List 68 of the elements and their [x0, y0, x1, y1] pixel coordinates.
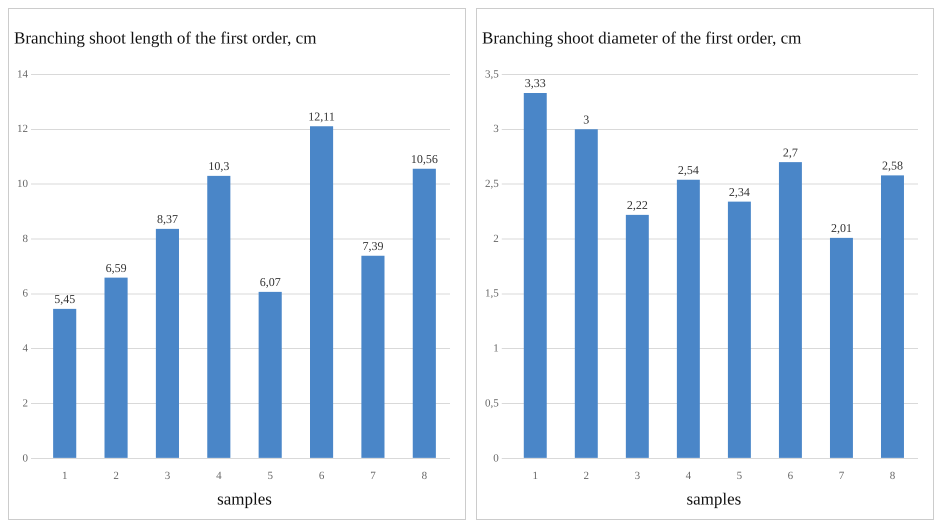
data-label: 10,3: [208, 159, 230, 174]
bar: [207, 176, 230, 458]
data-label: 2,34: [728, 184, 750, 199]
data-label: 2,7: [782, 145, 798, 160]
x-tick-label: 2: [584, 470, 590, 482]
y-tick-label: 0: [493, 452, 500, 464]
x-axis-title: samples: [686, 489, 742, 508]
x-tick-label: 6: [318, 470, 325, 482]
y-tick-label: 3: [493, 123, 500, 136]
y-tick-label: 6: [22, 288, 28, 300]
bar: [881, 175, 904, 458]
y-tick-label: 14: [17, 68, 28, 80]
x-tick-label: 4: [686, 470, 692, 482]
x-tick-label: 3: [634, 470, 641, 482]
y-tick-label: 1,5: [485, 288, 500, 300]
y-tick-label: 4: [22, 342, 28, 355]
x-tick-label: 8: [890, 470, 896, 482]
x-axis-title: samples: [217, 489, 272, 508]
bar: [104, 278, 128, 458]
x-tick-label: 7: [370, 470, 376, 482]
data-label: 3: [583, 112, 590, 126]
y-tick-label: 0,5: [485, 397, 500, 410]
x-tick-label: 8: [422, 470, 428, 482]
chart-title: Branching shoot diameter of the first order, cm: [482, 28, 802, 48]
bar: [676, 180, 700, 458]
x-tick-label: 6: [788, 470, 794, 482]
data-label: 3,33: [524, 76, 546, 90]
y-tick-label: 2,5: [485, 178, 500, 190]
data-label: 2,01: [830, 221, 852, 236]
bar: [310, 126, 334, 458]
x-tick-label: 7: [838, 470, 845, 482]
x-tick-label: 1: [62, 470, 68, 482]
y-tick-label: 2: [493, 232, 499, 245]
y-tick-label: 2: [22, 397, 28, 410]
x-tick-label: 2: [113, 470, 119, 482]
data-label: 5,45: [54, 292, 76, 306]
y-tick-label: 10: [17, 178, 28, 190]
y-tick-label: 3,5: [485, 68, 500, 80]
data-label: 6,07: [260, 275, 281, 290]
bar: [156, 228, 179, 458]
data-label: 2,22: [626, 198, 648, 212]
y-tick-label: 1: [493, 342, 499, 355]
data-label: 7,39: [362, 238, 384, 253]
x-tick-label: 5: [267, 470, 274, 482]
data-label: 12,11: [308, 109, 335, 124]
data-label: 6,59: [106, 260, 127, 275]
y-tick-label: 12: [17, 123, 28, 136]
bar: [258, 292, 282, 458]
y-tick-label: 8: [22, 232, 28, 245]
data-label: 8,37: [156, 212, 178, 226]
chart-title: Branching shoot length of the first order, cm: [14, 28, 316, 48]
bar: [626, 214, 649, 458]
bar: [830, 238, 853, 458]
data-label: 10,56: [410, 152, 438, 166]
bar: [412, 168, 436, 458]
bar: [53, 308, 76, 458]
bar: [361, 256, 384, 458]
x-tick-label: 4: [216, 470, 222, 482]
y-tick-label: 0: [22, 452, 28, 464]
bar: [728, 202, 751, 458]
data-label: 2,54: [678, 162, 699, 177]
x-tick-label: 3: [164, 470, 171, 482]
data-label: 2,58: [882, 158, 903, 172]
bar: [524, 93, 547, 458]
bar: [778, 162, 802, 458]
x-tick-label: 5: [736, 470, 743, 482]
x-tick-label: 1: [532, 470, 538, 482]
bar: [574, 129, 598, 458]
